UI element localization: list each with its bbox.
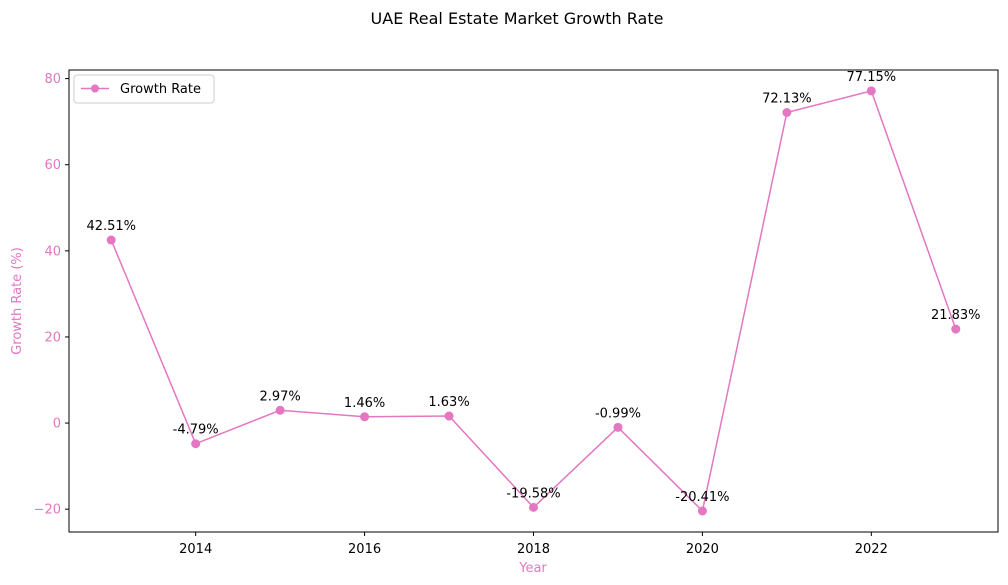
x-tick-label-2014: 2014 [179,542,212,557]
data-point-2013 [106,235,116,245]
chart-title: UAE Real Estate Market Growth Rate [371,9,664,28]
data-point-2018 [529,502,538,512]
data-label-2020: -20.41% [675,490,729,505]
data-point-2023 [951,324,961,334]
x-tick-label-2016: 2016 [348,542,381,557]
y-tick-label-80: 80 [44,72,61,87]
x-tick-label-2020: 2020 [686,542,719,557]
y-tick-label-0: 0 [53,417,61,432]
data-point-2019 [613,422,623,432]
x-axis-label: Year [518,561,547,576]
data-point-2016 [360,412,370,422]
y-tick-label--20: −20 [34,503,61,518]
data-point-2021 [782,107,792,117]
data-label-2015: 2.97% [259,389,300,404]
series-line-growth-rate [110,89,957,513]
legend: Growth Rate [73,74,215,104]
data-label-2019: -0.99% [595,406,641,421]
data-label-2017: 1.63% [428,395,469,410]
y-axis-label: Growth Rate (%) [10,247,25,355]
y-tick-label-60: 60 [44,158,61,173]
legend-box [73,74,215,104]
data-point-2014 [191,439,201,449]
data-point-2017 [444,411,454,421]
y-tick-label-40: 40 [44,244,61,259]
legend-label: Growth Rate [120,82,201,97]
data-label-2023: 21.83% [931,308,981,323]
y-tick-label-20: 20 [44,330,61,345]
plot-area: 2014 2016 2018 2020 2022 −20 0 20 40 60 80 42.51% -4… [34,69,999,557]
axes-frame [68,69,999,533]
data-label-2021: 72.13% [762,91,812,106]
data-label-2014: -4.79% [173,423,219,438]
data-label-2016: 1.46% [344,396,385,411]
data-point-2020 [697,506,707,516]
legend-marker-swatch [91,84,99,93]
data-point-2015 [275,405,285,415]
data-label-2013: 42.51% [86,219,136,234]
data-point-2022 [866,86,876,96]
data-label-2022: 77.15% [847,70,897,85]
data-label-2018: -19.58% [506,486,560,501]
x-tick-label-2018: 2018 [517,542,550,557]
x-tick-label-2022: 2022 [855,542,888,557]
